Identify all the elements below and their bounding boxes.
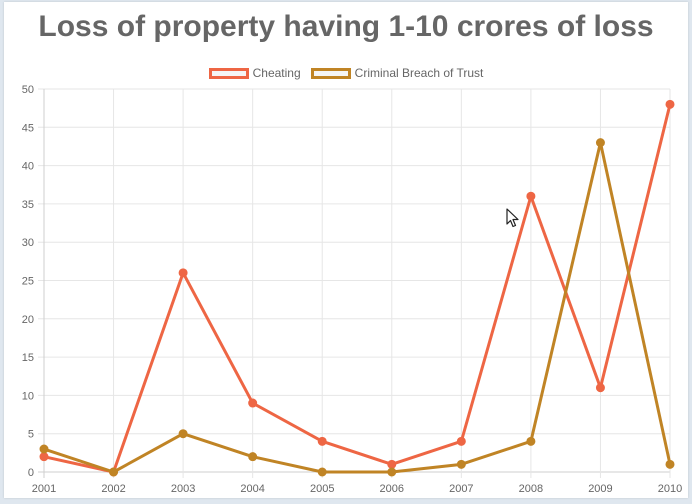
data-point-0: [456, 436, 466, 446]
series-line-1: [43, 141, 672, 474]
x-tick-label: 2005: [310, 483, 334, 495]
data-point-1: [109, 467, 119, 477]
data-point-0: [317, 436, 327, 446]
y-tick-label: 25: [22, 276, 34, 288]
y-tick-label: 20: [22, 314, 34, 326]
legend-item-criminal-breach[interactable]: Criminal Breach of Trust: [310, 66, 484, 80]
y-tick-label: 0: [28, 467, 34, 479]
y-tick-label: 50: [22, 84, 34, 96]
legend-swatch-criminal-breach: [310, 67, 351, 79]
data-point-1: [595, 138, 605, 148]
x-tick-label: 2001: [32, 483, 56, 495]
data-point-1: [665, 459, 675, 469]
x-tick-label: 2006: [380, 483, 404, 495]
data-point-1: [456, 459, 466, 469]
x-tick-label: 2008: [519, 483, 543, 495]
x-tick-label: 2009: [588, 483, 612, 495]
series-line-0: [43, 103, 672, 474]
y-tick-label: 10: [22, 390, 34, 402]
data-point-1: [387, 467, 397, 477]
data-point-0: [248, 398, 258, 408]
data-point-0: [526, 191, 536, 201]
y-tick-label: 30: [22, 237, 34, 249]
data-point-1: [178, 429, 188, 439]
y-tick-label: 45: [22, 122, 34, 134]
data-point-0: [178, 268, 188, 278]
legend-item-cheating[interactable]: Cheating: [208, 66, 301, 80]
x-tick-label: 2002: [101, 483, 125, 495]
y-tick-label: 5: [28, 429, 34, 441]
legend-label-cheating: Cheating: [252, 66, 301, 80]
x-tick-label: 2010: [658, 483, 682, 495]
y-tick-label: 15: [22, 352, 34, 364]
legend-label-criminal-breach: Criminal Breach of Trust: [354, 66, 484, 80]
data-point-0: [595, 383, 605, 393]
chart-panel: Loss of property having 1-10 crores of l…: [4, 2, 688, 498]
data-point-0: [387, 459, 397, 469]
y-tick-label: 35: [22, 199, 34, 211]
data-point-1: [526, 436, 536, 446]
y-tick-label: 40: [22, 161, 34, 173]
chart-legend: Cheating Criminal Breach of Trust: [4, 66, 688, 80]
data-point-1: [39, 444, 49, 454]
data-point-0: [39, 452, 49, 462]
x-tick-label: 2007: [449, 483, 473, 495]
data-point-0: [665, 99, 675, 109]
data-point-1: [248, 452, 258, 462]
line-chart: 0 5 10 15 20 25 30 35 40 45 50 2001 2002 2003 2004 2005…: [22, 84, 682, 495]
data-point-1: [317, 467, 327, 477]
x-tick-label: 2003: [171, 483, 195, 495]
x-tick-label: 2004: [240, 483, 264, 495]
legend-swatch-cheating: [208, 67, 249, 79]
chart-title: Loss of property having 1-10 crores of l…: [38, 10, 654, 43]
mouse-cursor-icon: [506, 208, 519, 228]
